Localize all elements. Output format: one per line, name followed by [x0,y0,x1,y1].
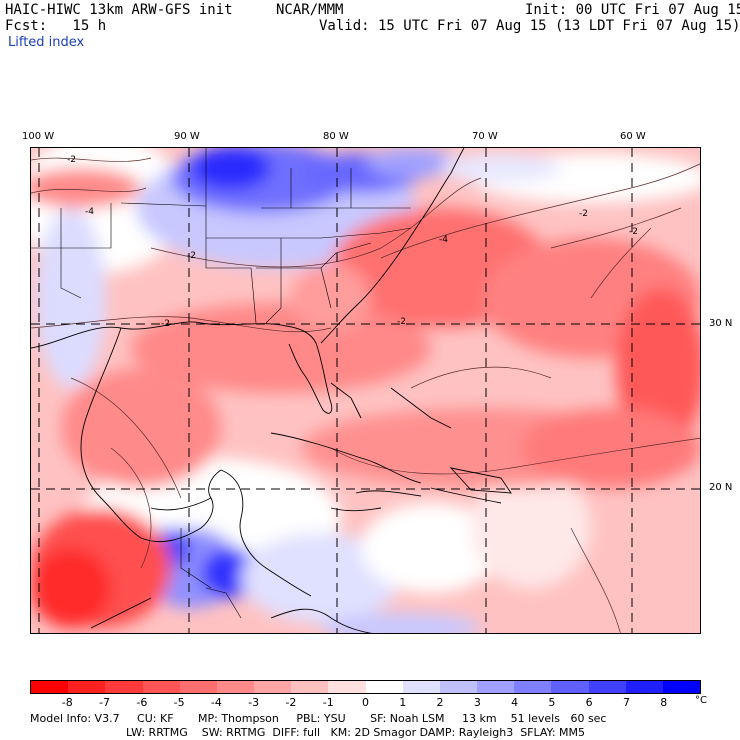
colorbar-level-label: 7 [622,696,630,709]
forecast-hour: Fcst: 15 h [5,18,107,34]
contour-label: -2 [161,319,170,329]
colorbar-swatch [514,681,552,693]
colorbar-level-label: 8 [660,696,668,709]
contour-label-group: -2 -2 -4 -2 -4 -2 -2 -2 [67,155,638,329]
contour-label: -4 [85,207,94,217]
colorbar-swatch [291,681,329,693]
lat-lon-grid [31,148,700,633]
colorbar-swatch [68,681,106,693]
colorbar-level-label: -4 [210,696,222,709]
colorbar-unit: °C [695,695,707,706]
colorbar-swatch [365,681,403,693]
colorbar-level-label: -7 [99,696,111,709]
colorbar-level-label: -3 [248,696,260,709]
colorbar-level-label: 4 [511,696,519,709]
colorbar-swatch [625,681,663,693]
colorbar-level-label: 2 [436,696,444,709]
colorbar-swatch [328,681,366,693]
colorbar-swatch [179,681,217,693]
lon-label-60w: 60 W [620,131,646,142]
colorbar-level-label: 5 [548,696,556,709]
colorbar-level-label: -2 [285,696,297,709]
coastlines [31,148,512,633]
model-title: HAIC-HIWC 13km ARW-GFS init [5,2,233,18]
colorbar-level-label: 1 [399,696,407,709]
state-borders [31,148,412,619]
colorbar-swatch [551,681,589,693]
colorbar [30,680,701,694]
lon-label-90w: 90 W [174,131,200,142]
field-name: Lifted index [8,35,85,50]
colorbar-level-label: 3 [473,696,481,709]
contour-label: -2 [579,209,588,219]
colorbar-level-label: 0 [362,696,369,709]
colorbar-swatch [142,681,180,693]
colorbar-swatch [662,681,701,693]
lat-label-20n: 20 N [709,482,733,493]
colorbar-level-label: -1 [322,696,334,709]
contour-label: -4 [439,235,448,245]
lon-label-100w: 100 W [22,131,55,142]
colorbar-swatch [588,681,626,693]
contour-label: -2 [187,251,196,261]
lat-label-30n: 30 N [709,318,733,329]
lifted-index-map: -2 -2 -4 -2 -4 -2 -2 -2 [30,147,701,634]
colorbar-swatch [439,681,478,693]
model-info-line-2: LW: RRTMG SW: RRTMG DIFF: full KM: 2D Sm… [126,726,586,739]
contour-label: -2 [397,317,406,327]
colorbar-swatch [477,681,515,693]
lon-label-70w: 70 W [472,131,498,142]
model-info-line-1: Model Info: V3.7 CU: KF MP: Thompson PBL… [30,712,607,725]
colorbar-level-label: -8 [61,696,73,709]
contour-label: -2 [629,227,638,237]
colorbar-swatch [402,681,440,693]
colorbar-swatch [105,681,143,693]
valid-time: Valid: 15 UTC Fri 07 Aug 15 (13 LDT Fri … [319,18,740,34]
colorbar-level-label: 6 [585,696,593,709]
colorbar-swatch [216,681,255,693]
lon-label-80w: 80 W [323,131,349,142]
organization-label: NCAR/MMM [276,2,344,18]
colorbar-swatch [254,681,292,693]
colorbar-level-label: -5 [173,696,185,709]
init-time: Init: 00 UTC Fri 07 Aug 15 [525,2,740,18]
contour-lines [31,157,700,633]
contour-label: -2 [67,155,76,165]
colorbar-swatch [31,681,69,693]
colorbar-level-label: -6 [136,696,148,709]
